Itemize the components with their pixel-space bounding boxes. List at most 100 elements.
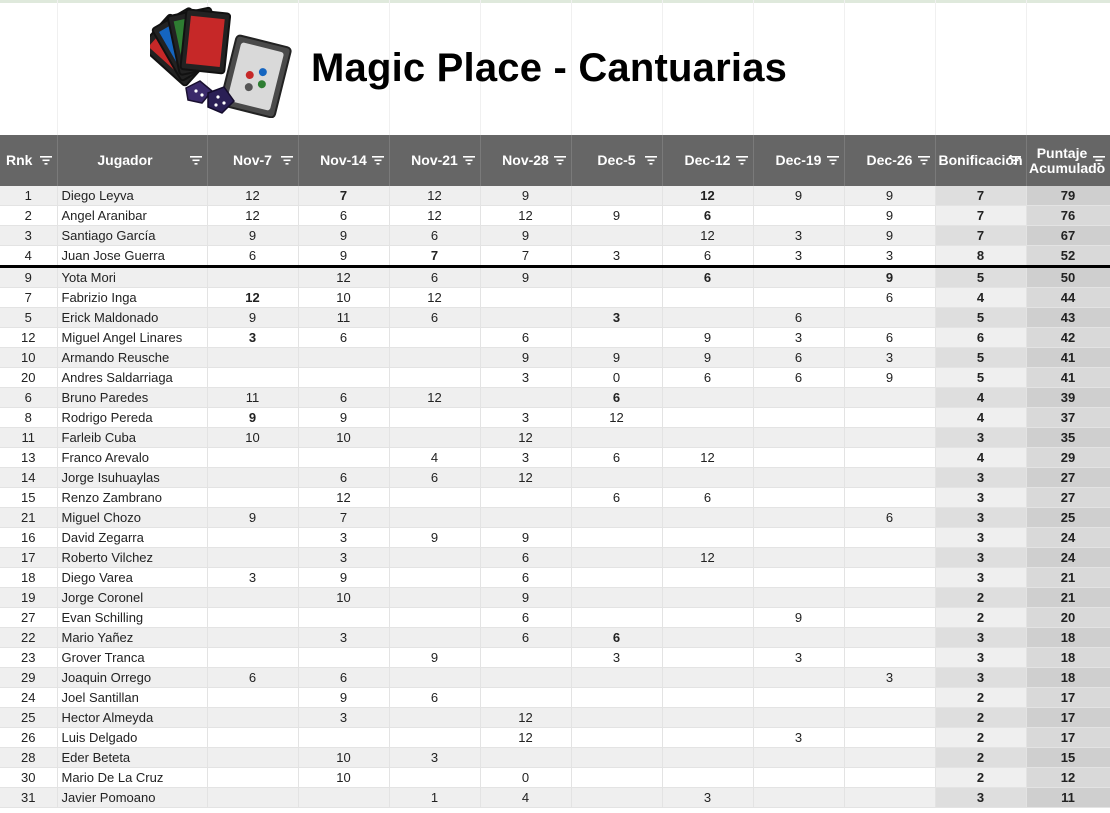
score-cell[interactable]: 12	[480, 427, 572, 448]
total-cell[interactable]: 37	[1026, 407, 1110, 428]
player-name-cell[interactable]: Mario De La Cruz	[57, 767, 208, 788]
score-cell[interactable]: 9	[207, 225, 299, 246]
score-cell[interactable]	[389, 347, 481, 368]
score-cell[interactable]	[389, 767, 481, 788]
bonus-cell[interactable]: 2	[935, 727, 1027, 748]
score-cell[interactable]: 6	[662, 266, 754, 288]
bonus-cell[interactable]: 2	[935, 747, 1027, 768]
bonus-cell[interactable]: 2	[935, 767, 1027, 788]
score-cell[interactable]	[571, 225, 663, 246]
score-cell[interactable]: 6	[389, 225, 481, 246]
score-cell[interactable]	[571, 266, 663, 288]
score-cell[interactable]	[298, 727, 390, 748]
score-cell[interactable]: 6	[298, 205, 390, 226]
score-cell[interactable]: 3	[844, 245, 936, 268]
column-header[interactable]: Dec-12	[662, 135, 754, 186]
rank-cell[interactable]: 14	[0, 467, 58, 488]
score-cell[interactable]	[662, 727, 754, 748]
rank-cell[interactable]: 15	[0, 487, 58, 508]
score-cell[interactable]: 12	[298, 487, 390, 508]
score-cell[interactable]	[571, 667, 663, 688]
player-name-cell[interactable]: Joaquin Orrego	[57, 667, 208, 688]
score-cell[interactable]	[298, 647, 390, 668]
score-cell[interactable]: 12	[207, 186, 299, 206]
filter-icon[interactable]	[39, 155, 52, 165]
score-cell[interactable]	[753, 427, 845, 448]
score-cell[interactable]	[662, 287, 754, 308]
bonus-cell[interactable]: 3	[935, 627, 1027, 648]
score-cell[interactable]	[662, 707, 754, 728]
score-cell[interactable]	[753, 587, 845, 608]
score-cell[interactable]: 3	[844, 667, 936, 688]
score-cell[interactable]	[207, 747, 299, 768]
score-cell[interactable]: 11	[298, 307, 390, 328]
score-cell[interactable]: 10	[298, 287, 390, 308]
score-cell[interactable]: 12	[389, 205, 481, 226]
score-cell[interactable]: 9	[298, 225, 390, 246]
score-cell[interactable]: 6	[662, 367, 754, 388]
score-cell[interactable]	[571, 547, 663, 568]
score-cell[interactable]: 3	[480, 447, 572, 468]
bonus-cell[interactable]: 5	[935, 347, 1027, 368]
score-cell[interactable]	[207, 347, 299, 368]
score-cell[interactable]: 12	[662, 186, 754, 206]
column-header[interactable]: Dec-5	[571, 135, 663, 186]
score-cell[interactable]: 12	[480, 467, 572, 488]
score-cell[interactable]	[480, 647, 572, 668]
score-cell[interactable]: 3	[389, 747, 481, 768]
score-cell[interactable]	[389, 367, 481, 388]
bonus-cell[interactable]: 3	[935, 487, 1027, 508]
score-cell[interactable]: 6	[389, 266, 481, 288]
score-cell[interactable]: 12	[389, 287, 481, 308]
score-cell[interactable]: 6	[571, 487, 663, 508]
score-cell[interactable]	[753, 627, 845, 648]
score-cell[interactable]	[389, 607, 481, 628]
filter-icon[interactable]	[189, 155, 202, 165]
score-cell[interactable]: 9	[753, 607, 845, 628]
total-cell[interactable]: 29	[1026, 447, 1110, 468]
score-cell[interactable]	[389, 627, 481, 648]
player-name-cell[interactable]: Mario Yañez	[57, 627, 208, 648]
score-cell[interactable]	[662, 607, 754, 628]
bonus-cell[interactable]: 4	[935, 407, 1027, 428]
score-cell[interactable]	[844, 747, 936, 768]
score-cell[interactable]: 10	[298, 767, 390, 788]
filter-icon[interactable]	[462, 155, 475, 165]
score-cell[interactable]	[844, 387, 936, 408]
column-header[interactable]: Puntaje Acumulado	[1026, 135, 1110, 186]
total-cell[interactable]: 27	[1026, 467, 1110, 488]
score-cell[interactable]: 3	[298, 627, 390, 648]
player-name-cell[interactable]: Roberto Vilchez	[57, 547, 208, 568]
score-cell[interactable]: 6	[389, 687, 481, 708]
total-cell[interactable]: 76	[1026, 205, 1110, 226]
score-cell[interactable]	[207, 607, 299, 628]
rank-cell[interactable]: 2	[0, 205, 58, 226]
score-cell[interactable]: 9	[480, 186, 572, 206]
score-cell[interactable]: 6	[571, 627, 663, 648]
score-cell[interactable]	[844, 647, 936, 668]
score-cell[interactable]: 9	[844, 367, 936, 388]
score-cell[interactable]: 9	[389, 527, 481, 548]
score-cell[interactable]	[662, 567, 754, 588]
score-cell[interactable]	[298, 787, 390, 808]
player-name-cell[interactable]: Franco Arevalo	[57, 447, 208, 468]
bonus-cell[interactable]: 7	[935, 205, 1027, 226]
score-cell[interactable]	[844, 707, 936, 728]
score-cell[interactable]	[207, 767, 299, 788]
score-cell[interactable]: 6	[662, 205, 754, 226]
score-cell[interactable]: 3	[753, 225, 845, 246]
score-cell[interactable]	[844, 487, 936, 508]
bonus-cell[interactable]: 7	[935, 186, 1027, 206]
score-cell[interactable]: 12	[662, 547, 754, 568]
rank-cell[interactable]: 30	[0, 767, 58, 788]
player-name-cell[interactable]: Evan Schilling	[57, 607, 208, 628]
column-header[interactable]: Dec-19	[753, 135, 845, 186]
score-cell[interactable]	[753, 707, 845, 728]
score-cell[interactable]: 3	[571, 307, 663, 328]
column-header[interactable]: Nov-14	[298, 135, 390, 186]
rank-cell[interactable]: 4	[0, 245, 58, 268]
bonus-cell[interactable]: 3	[935, 547, 1027, 568]
score-cell[interactable]	[207, 787, 299, 808]
player-name-cell[interactable]: Andres Saldarriaga	[57, 367, 208, 388]
bonus-cell[interactable]: 3	[935, 667, 1027, 688]
